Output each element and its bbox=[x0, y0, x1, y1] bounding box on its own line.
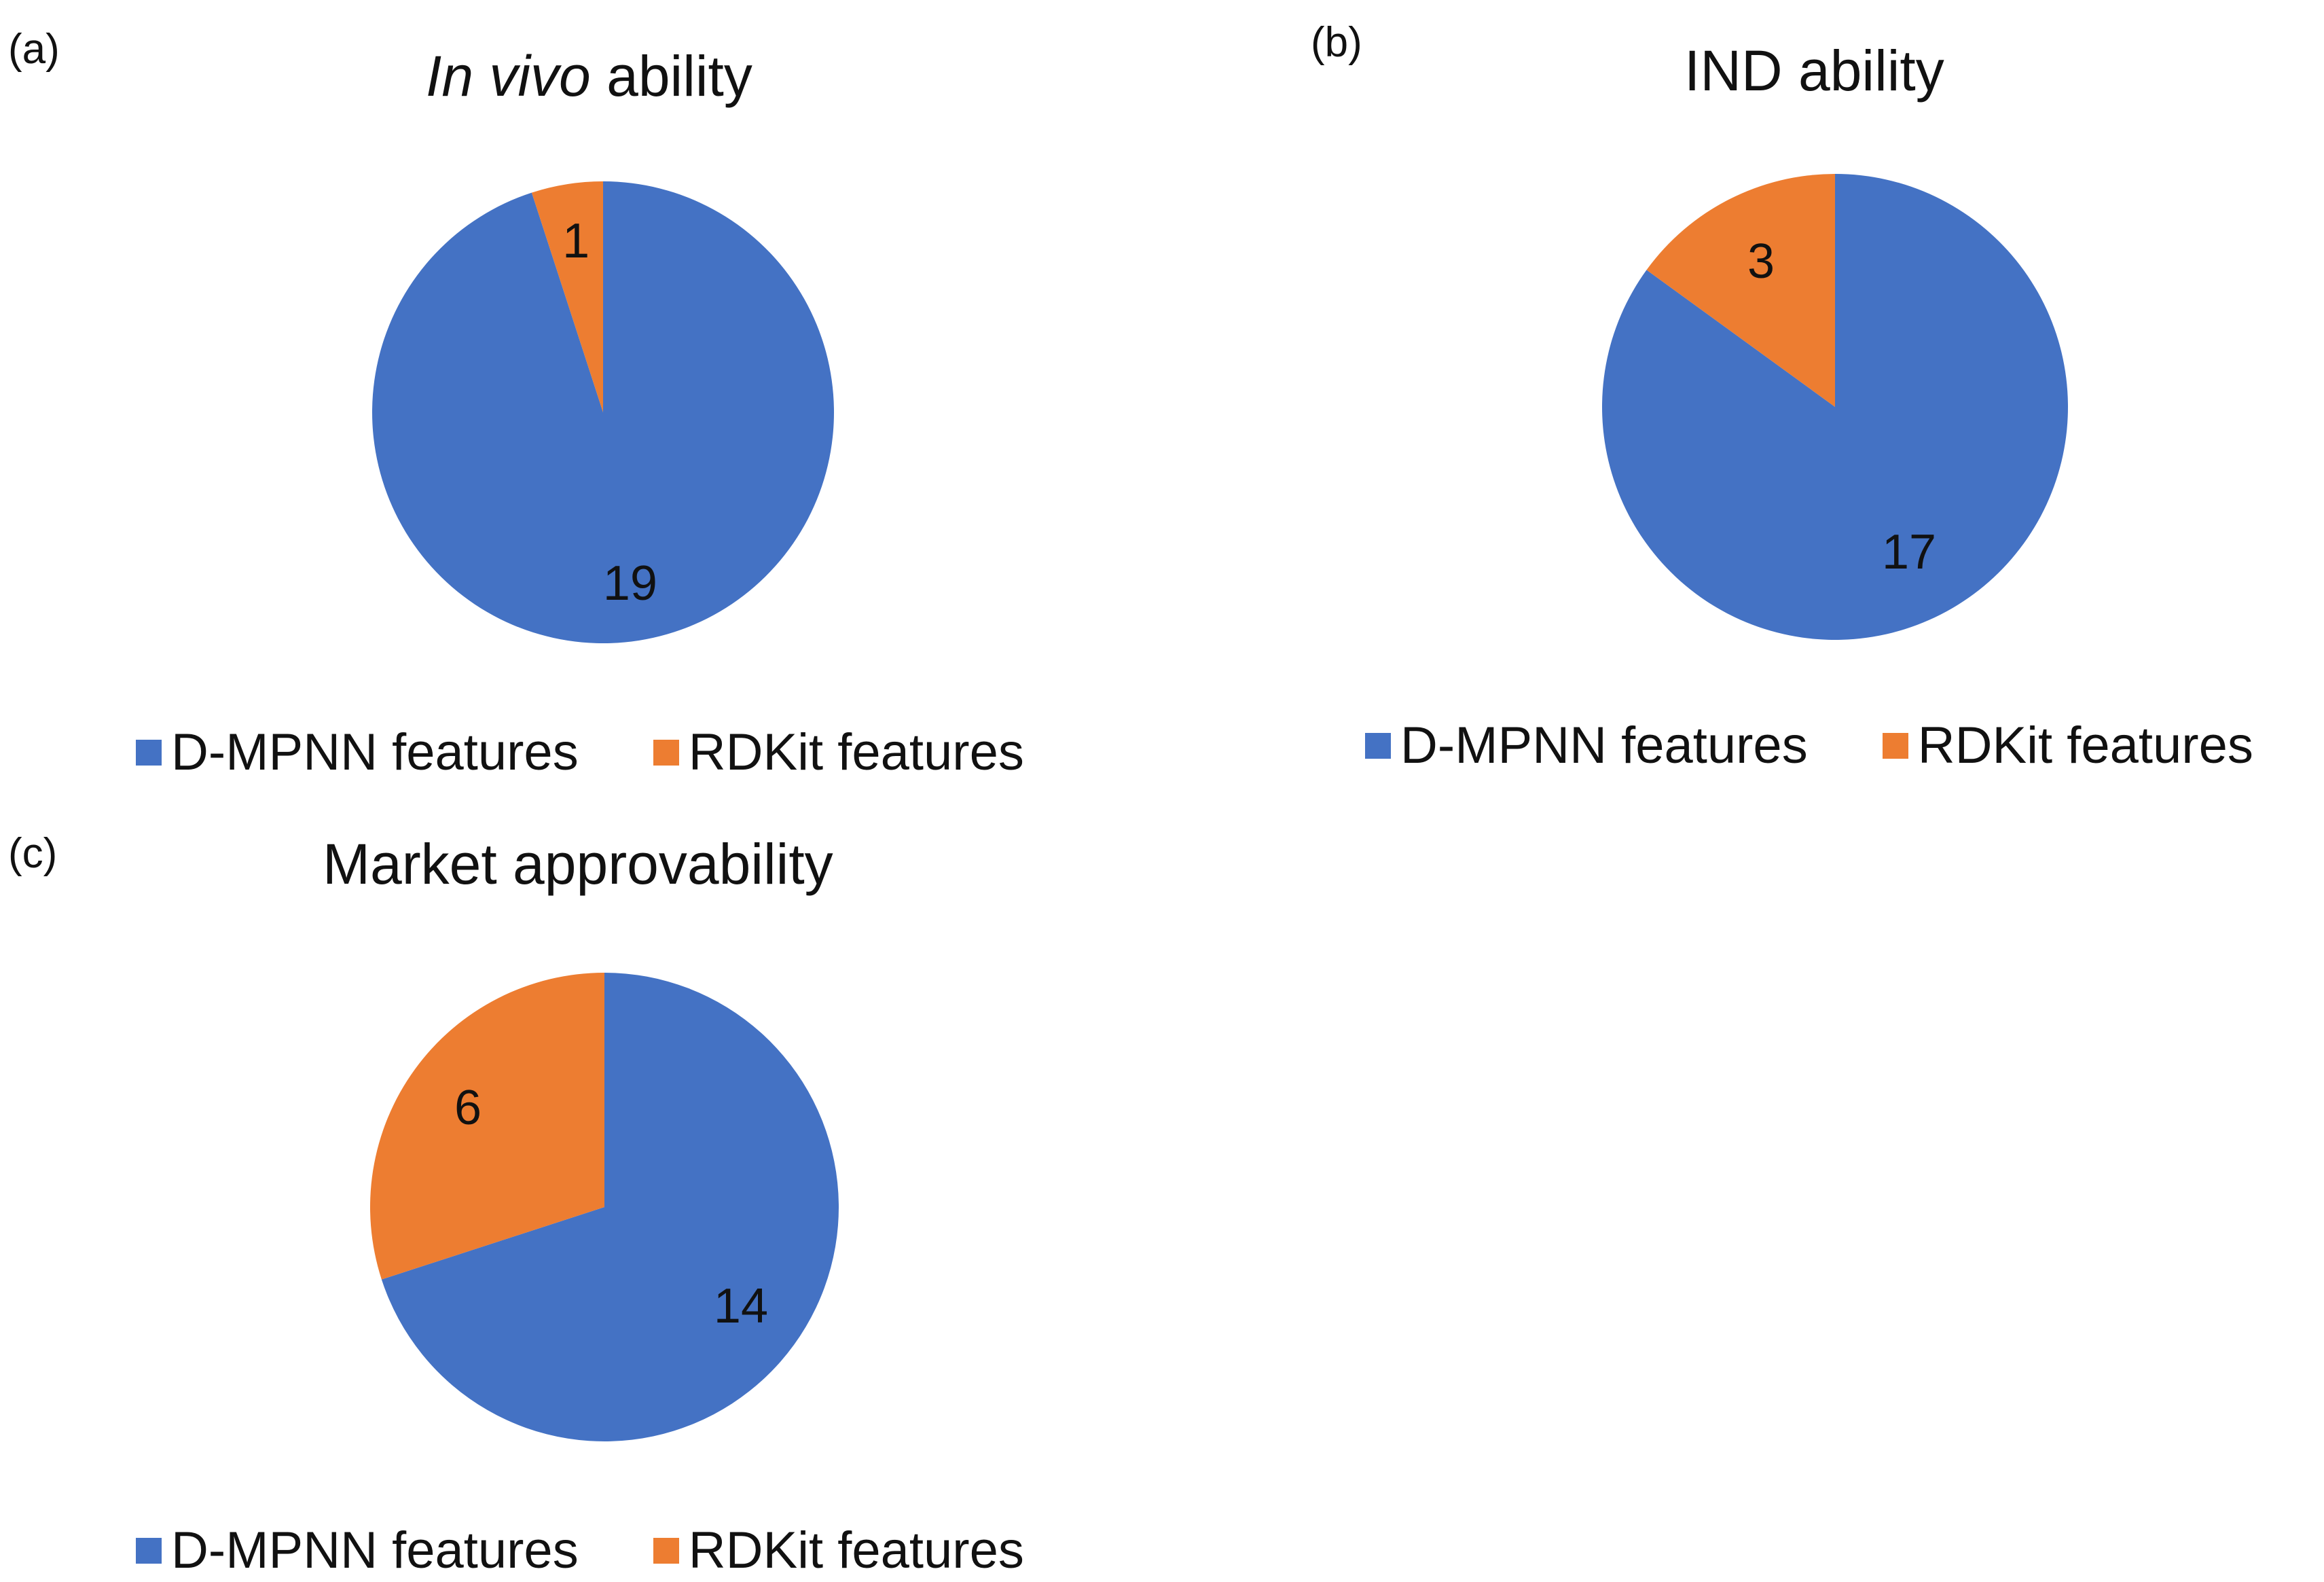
slice-label-dmpnn: 17 bbox=[1882, 525, 1936, 579]
slice-label-rdkit: 3 bbox=[1747, 234, 1775, 289]
legend-swatch-dmpnn bbox=[136, 1538, 162, 1564]
legend: D-MPNN features RDKit features bbox=[136, 1525, 1024, 1577]
chart-title-text: Market approvability bbox=[323, 832, 833, 896]
chart-title: In vivo ability bbox=[426, 48, 752, 105]
legend-label-rdkit: RDKit features bbox=[688, 723, 1024, 781]
legend: D-MPNN features RDKit features bbox=[1365, 720, 2253, 772]
chart-panel-b: (b) IND ability 17 3 D-MPNN features RDKi… bbox=[1229, 0, 2324, 788]
legend-item-rdkit: RDKit features bbox=[653, 727, 1024, 778]
legend-item-rdkit: RDKit features bbox=[1882, 717, 2253, 774]
legend-label-dmpnn: D-MPNN features bbox=[171, 1522, 579, 1579]
pie-slice-dmpnn bbox=[381, 973, 839, 1441]
slice-label-dmpnn: 19 bbox=[603, 556, 657, 611]
chart-title-text: ability bbox=[590, 44, 752, 108]
legend-item-dmpnn: D-MPNN features bbox=[136, 727, 579, 778]
legend-swatch-dmpnn bbox=[136, 740, 162, 766]
pie-slice-rdkit bbox=[531, 181, 603, 412]
slice-label-rdkit: 6 bbox=[454, 1081, 482, 1135]
slice-label-rdkit: 1 bbox=[562, 214, 589, 268]
chart-title: Market approvability bbox=[323, 835, 833, 893]
pie-chart: 19 1 bbox=[371, 181, 834, 643]
panel-label: (b) bbox=[1311, 19, 1362, 66]
pie-slice-rdkit bbox=[370, 973, 604, 1280]
chart-panel-a: (a) In vivo ability 19 1 D-MPNN features … bbox=[0, 0, 1161, 788]
legend-label-dmpnn: D-MPNN features bbox=[1400, 717, 1808, 774]
pie-chart: 14 6 bbox=[370, 973, 839, 1441]
legend-label-rdkit: RDKit features bbox=[1917, 717, 2253, 774]
panel-label: (a) bbox=[8, 26, 60, 73]
legend-item-dmpnn: D-MPNN features bbox=[1365, 720, 1808, 772]
chart-title: IND ability bbox=[1684, 42, 1944, 99]
legend-swatch-dmpnn bbox=[1365, 733, 1391, 759]
legend-label-rdkit: RDKit features bbox=[688, 1522, 1024, 1579]
pie-slice-rdkit bbox=[1646, 174, 1835, 407]
legend-item-rdkit: RDKit features bbox=[653, 1525, 1024, 1577]
chart-panel-c: (c) Market approvability 14 6 D-MPNN feat… bbox=[0, 788, 1161, 1582]
legend-swatch-rdkit bbox=[653, 1538, 679, 1564]
legend-swatch-rdkit bbox=[653, 740, 679, 766]
slice-label-dmpnn: 14 bbox=[714, 1279, 768, 1333]
panel-label: (c) bbox=[8, 830, 58, 877]
chart-title-text: IND ability bbox=[1684, 39, 1944, 103]
legend-item-dmpnn: D-MPNN features bbox=[136, 1525, 579, 1577]
legend: D-MPNN features RDKit features bbox=[136, 727, 1024, 778]
pie-chart: 17 3 bbox=[1602, 174, 2068, 640]
legend-swatch-rdkit bbox=[1882, 733, 1908, 759]
chart-title-italic: In vivo bbox=[426, 44, 591, 108]
legend-label-dmpnn: D-MPNN features bbox=[171, 723, 579, 781]
